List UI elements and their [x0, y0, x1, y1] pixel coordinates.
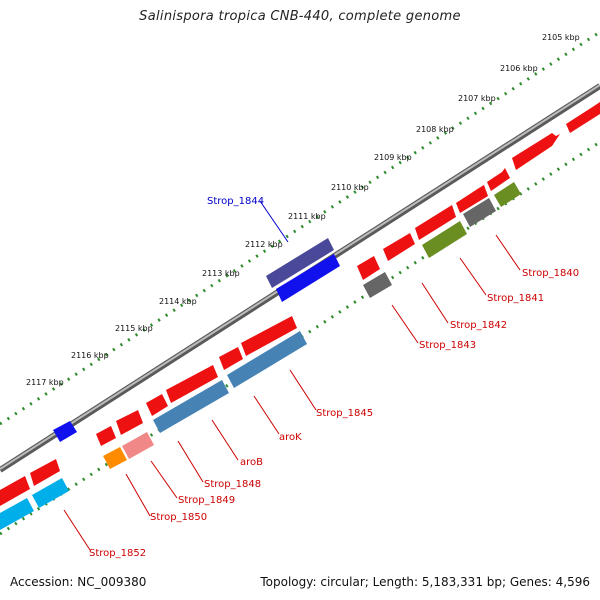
cds-strop-1852[interactable]: [32, 478, 69, 508]
label-strop-1852[interactable]: Strop_1852: [89, 548, 146, 559]
cds-strop-1844[interactable]: [266, 238, 334, 288]
kbp-tick-label: 2110 kbp: [331, 183, 369, 192]
reverse-strand: [0, 182, 521, 530]
kbp-tick-label: 2108 kbp: [416, 125, 454, 134]
label-strop-1844[interactable]: Strop_1844: [207, 196, 264, 207]
cds-forward-13[interactable]: [96, 426, 116, 446]
label-strop-1842[interactable]: Strop_1842: [450, 320, 507, 331]
cds-forward-blue-1[interactable]: [276, 254, 340, 302]
cds-forward-11[interactable]: [146, 394, 168, 416]
label-arok[interactable]: aroK: [279, 432, 302, 443]
map-title: Salinispora tropica CNB-440, complete ge…: [139, 9, 461, 24]
cds-forward-5[interactable]: [415, 205, 456, 240]
cds-strop-1842[interactable]: [422, 221, 467, 258]
label-strop-1841[interactable]: Strop_1841: [487, 293, 544, 304]
kbp-tick-label: 2114 kbp: [159, 297, 197, 306]
cds-forward-14[interactable]: [30, 459, 60, 486]
kbp-tick-label: 2112 kbp: [245, 240, 283, 249]
kbp-tick-label: 2107 kbp: [458, 94, 496, 103]
cds-forward-12[interactable]: [116, 410, 143, 435]
cds-reverse-cyan-2[interactable]: [0, 498, 34, 530]
kbp-tick-label: 2116 kbp: [71, 351, 109, 360]
kbp-ticks: 2105 kbp 2106 kbp 2107 kbp 2108 kbp 2109 kbp…: [26, 33, 580, 387]
cds-forward-blue-2[interactable]: [53, 421, 77, 442]
cds-forward-3[interactable]: [487, 168, 510, 191]
kbp-tick-label: 2115 kbp: [115, 324, 153, 333]
callout-labels: Strop_1844 Strop_1840 Strop_1841 Strop_1…: [89, 196, 579, 559]
kbp-tick-label: 2111 kbp: [288, 212, 326, 221]
cds-strop-1849[interactable]: [122, 432, 154, 459]
forward-strand: [0, 102, 600, 506]
cds-arob[interactable]: [153, 380, 229, 433]
kbp-tick-label: 2105 kbp: [542, 33, 580, 42]
outer-ruler: [0, 30, 600, 426]
cds-strop-1843[interactable]: [363, 272, 392, 298]
cds-forward-6[interactable]: [383, 233, 415, 261]
kbp-tick-label: 2106 kbp: [500, 64, 538, 73]
label-strop-1840[interactable]: Strop_1840: [522, 268, 579, 279]
genome-summary-text: Topology: circular; Length: 5,183,331 bp…: [260, 575, 590, 589]
kbp-tick-label: 2113 kbp: [202, 269, 240, 278]
label-strop-1845[interactable]: Strop_1845: [316, 408, 373, 419]
label-strop-1848[interactable]: Strop_1848: [204, 479, 261, 490]
callout-lines: [63, 200, 521, 551]
cds-forward-1[interactable]: [566, 102, 600, 133]
cds-forward-15[interactable]: [0, 476, 30, 506]
cds-forward-2[interactable]: [512, 133, 560, 170]
cds-forward-10[interactable]: [166, 365, 218, 403]
label-strop-1843[interactable]: Strop_1843: [419, 340, 476, 351]
cds-strop-1840[interactable]: [494, 182, 521, 207]
label-strop-1849[interactable]: Strop_1849: [178, 495, 235, 506]
cds-forward-4[interactable]: [456, 185, 488, 213]
cds-strop-1850[interactable]: [103, 447, 127, 469]
cds-strop-1845[interactable]: [227, 331, 307, 388]
cds-forward-7[interactable]: [357, 256, 380, 280]
cds-forward-8[interactable]: [241, 316, 297, 356]
kbp-tick-label: 2117 kbp: [26, 378, 64, 387]
label-arob[interactable]: aroB: [240, 457, 263, 468]
cds-forward-9[interactable]: [219, 347, 243, 370]
label-strop-1850[interactable]: Strop_1850: [150, 512, 207, 523]
accession-text: Accession: NC_009380: [10, 575, 147, 589]
cds-strop-1841[interactable]: [463, 198, 496, 227]
kbp-tick-label: 2109 kbp: [374, 153, 412, 162]
